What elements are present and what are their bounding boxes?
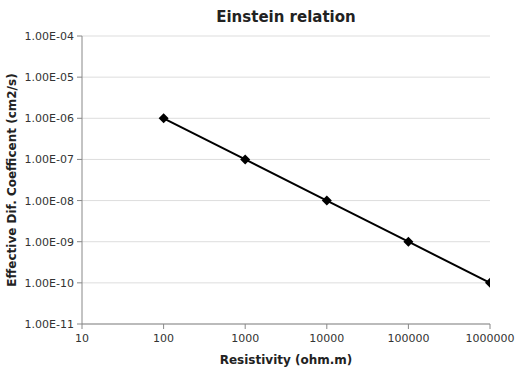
y-tick [77,282,82,283]
line [164,118,490,283]
grid-line [82,159,490,160]
x-axis-label: Resistivity (ohm.m) [220,353,353,367]
grid-line [82,241,490,242]
y-tick-label: 1.00E-04 [25,30,74,43]
grid-line [82,324,490,325]
x-tick [490,324,491,329]
grid-line [82,282,490,283]
grid-line [82,77,490,78]
y-tick [77,36,82,37]
y-tick-label: 1.00E-07 [25,153,74,166]
x-tick [163,324,164,329]
x-tick [82,324,83,329]
x-tick [245,324,246,329]
y-tick-label: 1.00E-08 [25,195,74,208]
y-tick-label: 1.00E-05 [25,71,74,84]
marker [322,196,332,206]
grid-line [82,118,490,119]
y-tick [77,200,82,201]
title: Einstein relation [216,8,356,26]
y-axis-line [82,36,83,324]
plot-area [159,113,490,288]
marker [485,278,490,288]
x-tick-label: 10000 [309,332,344,345]
x-tick [326,324,327,329]
marker [159,113,169,123]
x-tick-label: 100000 [387,332,429,345]
x-tick-label: 1000 [231,332,259,345]
y-tick [77,118,82,119]
y-tick [77,77,82,78]
x-tick-label: 100 [153,332,174,345]
y-tick [77,241,82,242]
grid-line [82,36,490,37]
grid [82,36,490,324]
marker [403,237,413,247]
x-tick-label: 10 [75,332,89,345]
y-tick-label: 1.00E-06 [25,112,74,125]
marker [240,154,250,164]
y-tick-label: 1.00E-09 [25,236,74,249]
x-tick-label: 1000000 [466,332,515,345]
axes: 10 100 1000 10000 100000 1000000 1.00E-11 1.00E… [25,30,515,345]
y-tick [77,159,82,160]
y-tick-label: 1.00E-10 [25,277,74,290]
y-tick [77,324,82,325]
x-axis-line [82,324,490,325]
chart: 10 100 1000 10000 100000 1000000 1.00E-11 1.00E… [0,0,520,376]
y-axis-label: Effective Dif. Coefficent (cm2/s) [5,73,19,286]
x-tick [408,324,409,329]
y-tick-label: 1.00E-11 [25,318,74,331]
grid-line [82,200,490,201]
